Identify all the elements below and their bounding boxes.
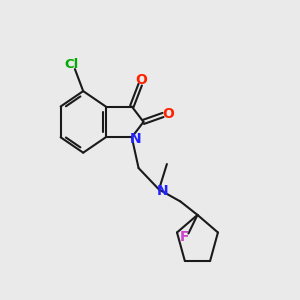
Text: O: O [135, 73, 147, 87]
Text: Cl: Cl [64, 58, 79, 71]
Text: O: O [162, 107, 174, 122]
Text: F: F [180, 230, 189, 244]
Text: N: N [157, 184, 168, 198]
Text: N: N [130, 132, 142, 145]
